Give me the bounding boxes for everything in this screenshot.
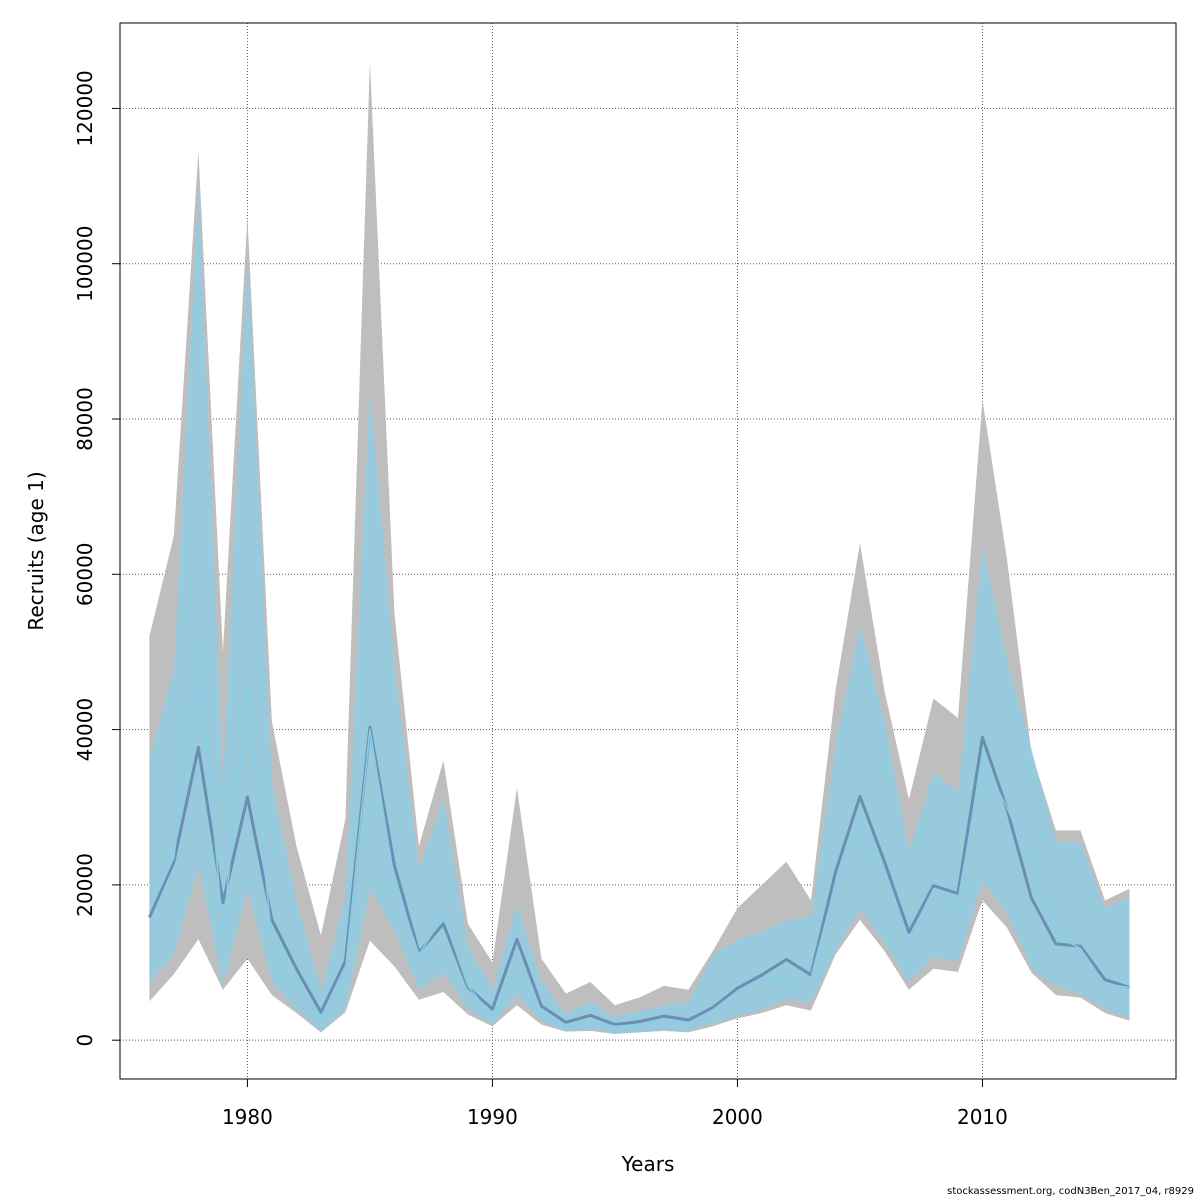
y-tick-label-20000: 20000 xyxy=(73,853,97,917)
y-tick-label-40000: 40000 xyxy=(73,698,97,762)
x-tick-label-1990: 1990 xyxy=(467,1105,518,1129)
y-tick-label-100000: 100000 xyxy=(73,226,97,302)
x-tick-label-1980: 1980 xyxy=(222,1105,273,1129)
y-axis-title: Recruits (age 1) xyxy=(24,471,48,630)
y-tick-label-0: 0 xyxy=(73,1034,97,1047)
y-tick-label-80000: 80000 xyxy=(73,387,97,451)
series-lines xyxy=(148,647,1130,1027)
y-tick-label-60000: 60000 xyxy=(73,542,97,606)
recruitment-line xyxy=(148,725,1130,1027)
confidence-bands xyxy=(149,61,1130,1034)
x-tick-label-2010: 2010 xyxy=(957,1105,1008,1129)
y-axis: 0 20000 40000 60000 80000 100000 120000 xyxy=(73,70,120,1047)
x-axis-title: Years xyxy=(621,1152,675,1176)
footer-credit: stockassessment.org, codN3Ben_2017_04, r… xyxy=(947,1186,1194,1197)
recruitment-line-alt xyxy=(148,647,1130,1027)
x-axis: 1980 1990 2000 2010 xyxy=(222,1079,1008,1129)
confidence-band-inner xyxy=(149,186,1130,1034)
plot-frame xyxy=(119,22,1177,1080)
y-tick-label-120000: 120000 xyxy=(73,70,97,146)
x-tick-label-2000: 2000 xyxy=(712,1105,763,1129)
